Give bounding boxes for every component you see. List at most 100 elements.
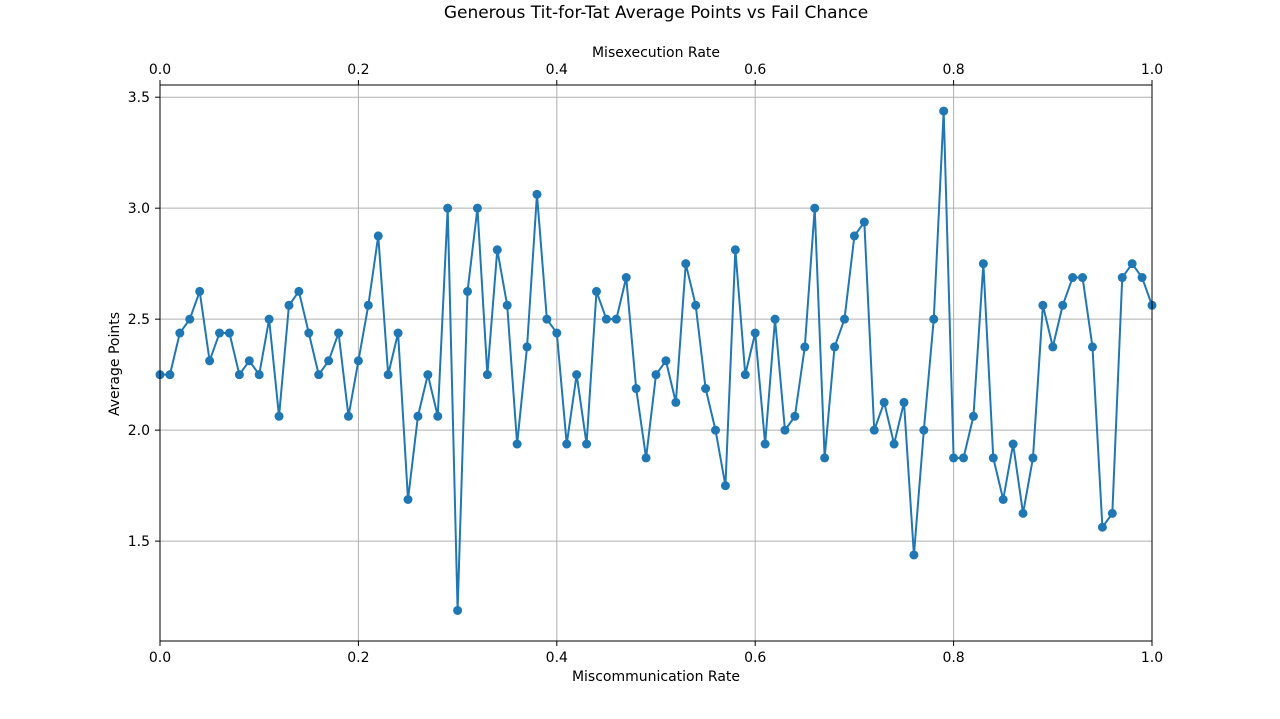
data-point	[562, 439, 572, 449]
data-point	[988, 453, 998, 463]
data-point	[294, 286, 304, 296]
data-point	[830, 342, 840, 352]
top-axis-title: Misexecution Rate	[592, 45, 720, 61]
data-point	[463, 286, 473, 296]
data-point	[472, 203, 482, 213]
y-tick-label: 3.0	[128, 201, 150, 217]
data-point	[205, 356, 215, 366]
data-point	[790, 411, 800, 421]
data-point	[601, 314, 611, 324]
x-tick-label: 0.6	[744, 650, 766, 666]
data-point	[701, 384, 711, 394]
data-point	[1058, 300, 1068, 310]
data-point	[542, 314, 552, 324]
data-point	[403, 495, 413, 505]
data-point	[274, 411, 284, 421]
data-point	[591, 286, 601, 296]
data-point	[1008, 439, 1018, 449]
data-series	[155, 106, 1157, 615]
data-point	[383, 370, 393, 380]
y-tick-label: 2.0	[128, 423, 150, 439]
x-top-tick-label: 0.8	[942, 62, 964, 78]
grid-lines	[159, 85, 1153, 641]
data-point	[353, 356, 363, 366]
data-point	[661, 356, 671, 366]
data-point	[820, 453, 830, 463]
data-point	[968, 411, 978, 421]
chart-title: Generous Tit-for-Tat Average Points vs F…	[444, 3, 868, 23]
data-point	[175, 328, 185, 338]
data-point	[572, 370, 582, 380]
data-point	[720, 481, 730, 491]
plot-frame	[159, 84, 1153, 642]
data-point	[859, 217, 869, 227]
data-point	[1107, 508, 1117, 518]
data-point	[889, 439, 899, 449]
x-tick-label: 0.8	[942, 650, 964, 666]
data-point	[423, 370, 433, 380]
data-point	[839, 314, 849, 324]
data-point	[849, 231, 859, 241]
data-point	[215, 328, 225, 338]
data-point	[393, 328, 403, 338]
data-point	[869, 425, 879, 435]
data-point	[224, 328, 234, 338]
data-point	[413, 411, 423, 421]
x-top-tick-label: 0.0	[149, 62, 171, 78]
data-point	[760, 439, 770, 449]
data-point	[770, 314, 780, 324]
y-axis-title: Average Points	[107, 312, 123, 416]
x-top-tick-label: 0.4	[546, 62, 568, 78]
data-point	[1038, 300, 1048, 310]
data-point	[978, 259, 988, 269]
data-point	[522, 342, 532, 352]
x-tick-label: 0.4	[546, 650, 568, 666]
data-point	[1018, 508, 1028, 518]
data-point	[582, 439, 592, 449]
data-point	[363, 300, 373, 310]
data-point	[1097, 522, 1107, 532]
data-point	[453, 605, 463, 615]
data-point	[1127, 259, 1137, 269]
data-point	[919, 425, 929, 435]
data-point	[810, 203, 820, 213]
data-point	[949, 453, 959, 463]
data-point	[244, 356, 254, 366]
data-point	[234, 370, 244, 380]
data-point	[1048, 342, 1058, 352]
data-point	[899, 397, 909, 407]
x-tick-label: 0.2	[347, 650, 369, 666]
data-point	[433, 411, 443, 421]
data-point	[334, 328, 344, 338]
x-tick-label: 1.0	[1141, 650, 1163, 666]
data-point	[631, 384, 641, 394]
data-point	[939, 106, 949, 116]
data-point	[314, 370, 324, 380]
data-point	[254, 370, 264, 380]
data-point	[165, 370, 175, 380]
data-point	[1068, 273, 1078, 283]
data-point	[611, 314, 621, 324]
data-point	[929, 314, 939, 324]
data-point	[443, 203, 453, 213]
data-point	[502, 300, 512, 310]
data-point	[284, 300, 294, 310]
data-point	[482, 370, 492, 380]
y-tick-label: 1.5	[128, 534, 150, 550]
x-axis-title: Miscommunication Rate	[572, 669, 740, 685]
x-top-tick-label: 0.2	[347, 62, 369, 78]
x-tick-label: 0.0	[149, 650, 171, 666]
data-point	[641, 453, 651, 463]
data-point	[512, 439, 522, 449]
data-point	[185, 314, 195, 324]
x-top-tick-label: 1.0	[1141, 62, 1163, 78]
data-point	[1137, 273, 1147, 283]
data-point	[780, 425, 790, 435]
data-point	[651, 370, 661, 380]
data-point	[1087, 342, 1097, 352]
data-point	[343, 411, 353, 421]
data-point	[264, 314, 274, 324]
data-point	[195, 286, 205, 296]
axis-ticks: 0.0 0.0 0.2 0.2 0.4 0.4 0.6 0.6 0.8 0.8 1.0 1.0 1.5 2…	[128, 62, 1163, 666]
